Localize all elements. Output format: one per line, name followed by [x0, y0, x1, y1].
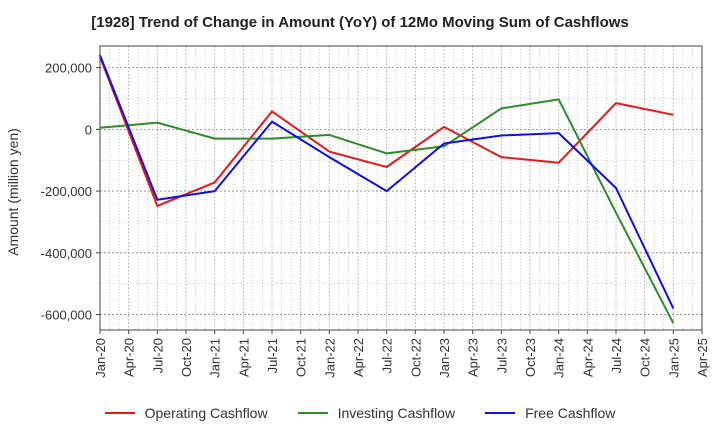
x-tick-label: Oct-20	[179, 338, 194, 377]
legend-item-free-cashflow: Free Cashflow	[485, 405, 615, 421]
legend: Operating Cashflow Investing Cashflow Free…	[0, 405, 720, 421]
x-tick-label: Apr-25	[695, 338, 710, 377]
chart-title: [1928] Trend of Change in Amount (YoY) o…	[91, 14, 629, 31]
legend-label: Free Cashflow	[525, 405, 616, 421]
y-tick-label: 0	[85, 122, 92, 137]
legend-swatch	[104, 412, 135, 414]
x-tick-label: Jan-23	[437, 338, 452, 378]
y-tick-label: -600,000	[41, 308, 92, 323]
x-tick-label: Jan-20	[93, 338, 108, 378]
x-tick-label: Oct-22	[408, 338, 423, 377]
x-tick-label: Jan-21	[208, 338, 223, 378]
series-lines	[99, 54, 675, 324]
x-tick-label: Oct-23	[523, 338, 538, 377]
legend-swatch	[485, 412, 516, 414]
y-axis-label: Amount (million yen)	[5, 128, 21, 256]
plot-frame	[99, 45, 703, 331]
series-line-operating-cashflow	[99, 56, 674, 207]
x-tick-label: Apr-24	[580, 338, 595, 377]
y-tick-label: -200,000	[41, 184, 92, 199]
legend-swatch	[297, 412, 328, 414]
x-tick-label: Oct-21	[294, 338, 309, 377]
legend-label: Operating Cashflow	[144, 405, 268, 421]
x-tick-label: Jul-21	[265, 338, 280, 373]
legend-item-investing-cashflow: Investing Cashflow	[297, 405, 456, 421]
x-tick-label: Jul-20	[150, 338, 165, 373]
legend-item-operating-cashflow: Operating Cashflow	[104, 405, 268, 421]
x-tick-label: Oct-24	[638, 338, 653, 377]
series-line-investing-cashflow	[99, 98, 675, 324]
grid	[100, 46, 702, 330]
x-tick-label: Jul-22	[380, 338, 395, 373]
x-tick-label: Apr-22	[351, 338, 366, 377]
legend-label: Investing Cashflow	[337, 405, 456, 421]
x-tick-label: Apr-23	[466, 338, 481, 377]
y-tick-label: -400,000	[41, 246, 92, 261]
x-tick-label: Jul-23	[494, 338, 509, 373]
x-tick-label: Apr-21	[236, 338, 251, 377]
y-tick-label: 200,000	[45, 61, 92, 76]
x-tick-label: Jul-24	[609, 338, 624, 373]
x-tick-label: Jan-24	[552, 338, 567, 378]
series-line-free-cashflow	[99, 54, 675, 309]
x-tick-label: Jan-25	[666, 338, 681, 378]
x-tick-label: Apr-20	[122, 338, 137, 377]
x-tick-label: Jan-22	[322, 338, 337, 378]
